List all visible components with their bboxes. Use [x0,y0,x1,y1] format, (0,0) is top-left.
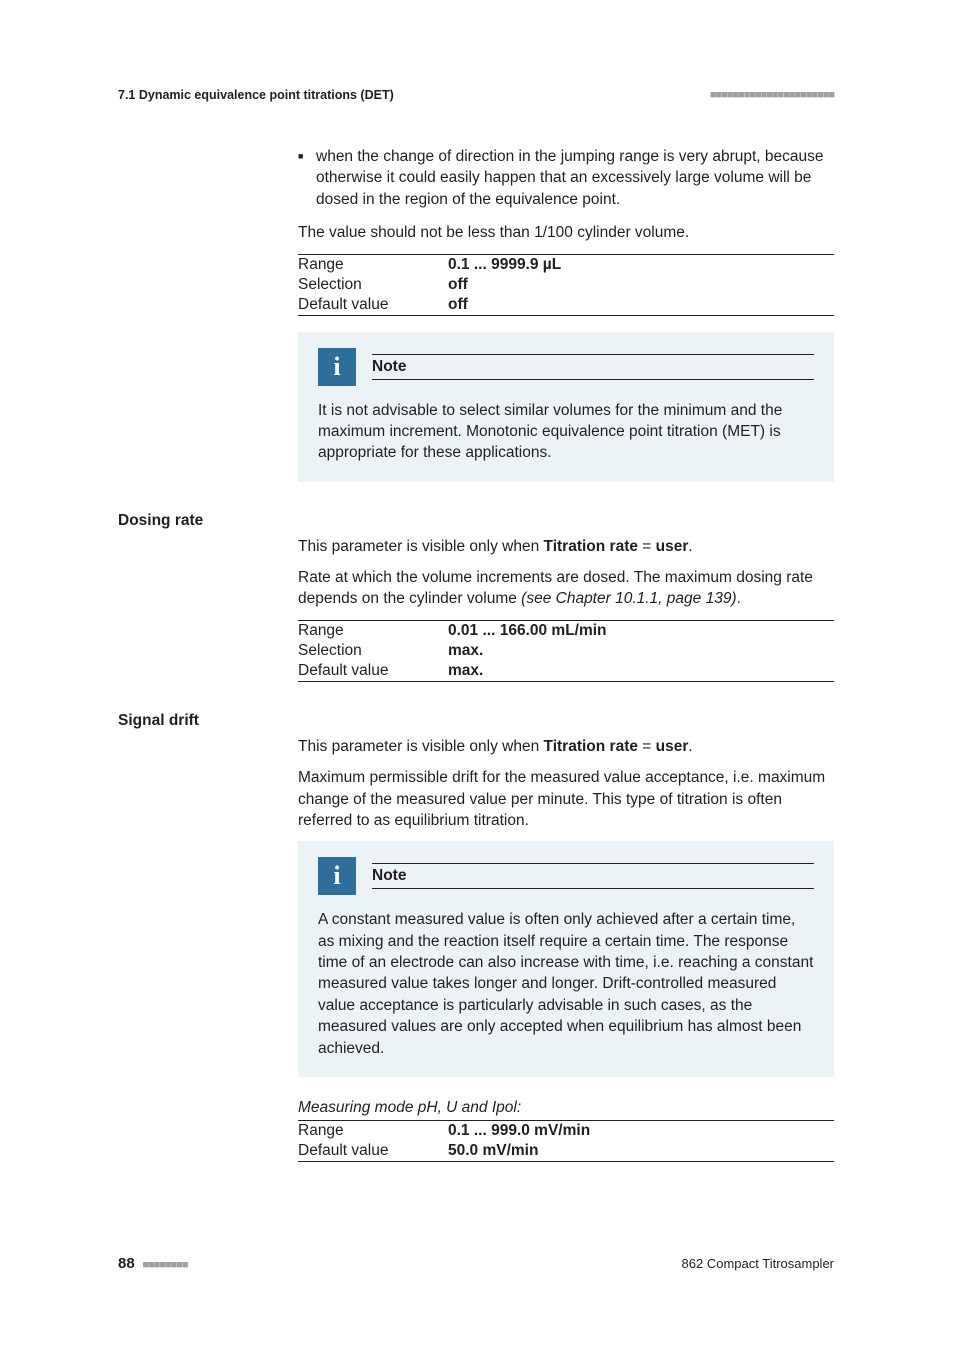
description: Rate at which the volume increments are … [298,567,834,610]
paragraph: The value should not be less than 1/100 … [298,222,834,243]
param-label: Default value [298,662,448,680]
signal-drift-section: This parameter is visible only when Titr… [298,736,834,1163]
table-row: Selection off [298,275,834,295]
text-bold: user [656,538,689,555]
param-label: Selection [298,276,448,294]
bullet-text: when the change of direction in the jump… [316,146,834,210]
param-table-min-volume: Range 0.1 ... 9999.9 µL Selection off De… [298,254,834,316]
param-label: Range [298,256,448,274]
info-icon: i [318,857,356,895]
param-value: max. [448,642,483,660]
param-label: Range [298,622,448,640]
param-value: 0.1 ... 9999.9 µL [448,256,561,274]
page-footer: 88 ■■■■■■■■ 862 Compact Titrosampler [118,1255,834,1272]
dosing-rate-section: This parameter is visible only when Titr… [298,536,834,682]
note-title: Note [372,358,814,376]
visibility-note: This parameter is visible only when Titr… [298,536,834,557]
note-body: A constant measured value is often only … [318,909,814,1059]
param-value: 0.01 ... 166.00 mL/min [448,622,607,640]
info-icon-glyph: i [333,352,340,382]
text: . [688,738,692,755]
table-row: Selection max. [298,641,834,661]
table-row: Default value off [298,295,834,315]
param-table-signal-drift: Range 0.1 ... 999.0 mV/min Default value… [298,1120,834,1162]
info-icon-glyph: i [333,861,340,891]
text: This parameter is visible only when [298,538,544,555]
bullet-item: ■ when the change of direction in the ju… [298,146,834,210]
table-row: Default value max. [298,661,834,681]
table-row: Default value 50.0 mV/min [298,1141,834,1161]
bullet-marker-icon: ■ [298,146,316,210]
text-bold: Titration rate [544,738,638,755]
side-heading-signal-drift: Signal drift [118,712,834,730]
main-content: ■ when the change of direction in the ju… [298,146,834,482]
page-header: 7.1 Dynamic equivalence point titrations… [118,88,834,102]
text: = [638,538,656,555]
measuring-mode-line: Measuring mode pH, U and Ipol: [298,1097,834,1118]
note-header: i Note [318,857,814,895]
param-value: max. [448,662,483,680]
info-icon: i [318,348,356,386]
param-value: off [448,276,468,294]
text: = [638,738,656,755]
text: . [737,590,741,607]
param-value: off [448,296,468,314]
visibility-note: This parameter is visible only when Titr… [298,736,834,757]
side-heading-dosing-rate: Dosing rate [118,512,834,530]
section-title: 7.1 Dynamic equivalence point titrations… [118,88,394,102]
page-number: 88 [118,1255,135,1272]
text-bold: user [656,738,689,755]
param-label: Default value [298,1142,448,1160]
table-row: Range 0.1 ... 999.0 mV/min [298,1121,834,1141]
footer-left: 88 ■■■■■■■■ [118,1255,187,1272]
note-title: Note [372,867,814,885]
note-header: i Note [318,348,814,386]
param-table-dosing-rate: Range 0.01 ... 166.00 mL/min Selection m… [298,620,834,682]
param-label: Selection [298,642,448,660]
table-row: Range 0.1 ... 9999.9 µL [298,255,834,275]
note-box: i Note It is not advisable to select sim… [298,332,834,482]
note-title-wrap: Note [372,354,814,380]
description: Maximum permissible drift for the measur… [298,767,834,831]
param-label: Range [298,1122,448,1140]
cross-reference: (see Chapter 10.1.1, page 139) [521,590,736,607]
header-ornament: ■■■■■■■■■■■■■■■■■■■■■■ [710,89,834,101]
footer-ornament: ■■■■■■■■ [142,1259,187,1271]
text-bold: Titration rate [544,538,638,555]
text: This parameter is visible only when [298,738,544,755]
note-body: It is not advisable to select similar vo… [318,400,814,464]
text: . [688,538,692,555]
product-name: 862 Compact Titrosampler [682,1256,834,1271]
param-label: Default value [298,296,448,314]
table-row: Range 0.01 ... 166.00 mL/min [298,621,834,641]
note-box: i Note A constant measured value is ofte… [298,841,834,1077]
param-value: 0.1 ... 999.0 mV/min [448,1122,590,1140]
param-value: 50.0 mV/min [448,1142,538,1160]
note-title-wrap: Note [372,863,814,889]
